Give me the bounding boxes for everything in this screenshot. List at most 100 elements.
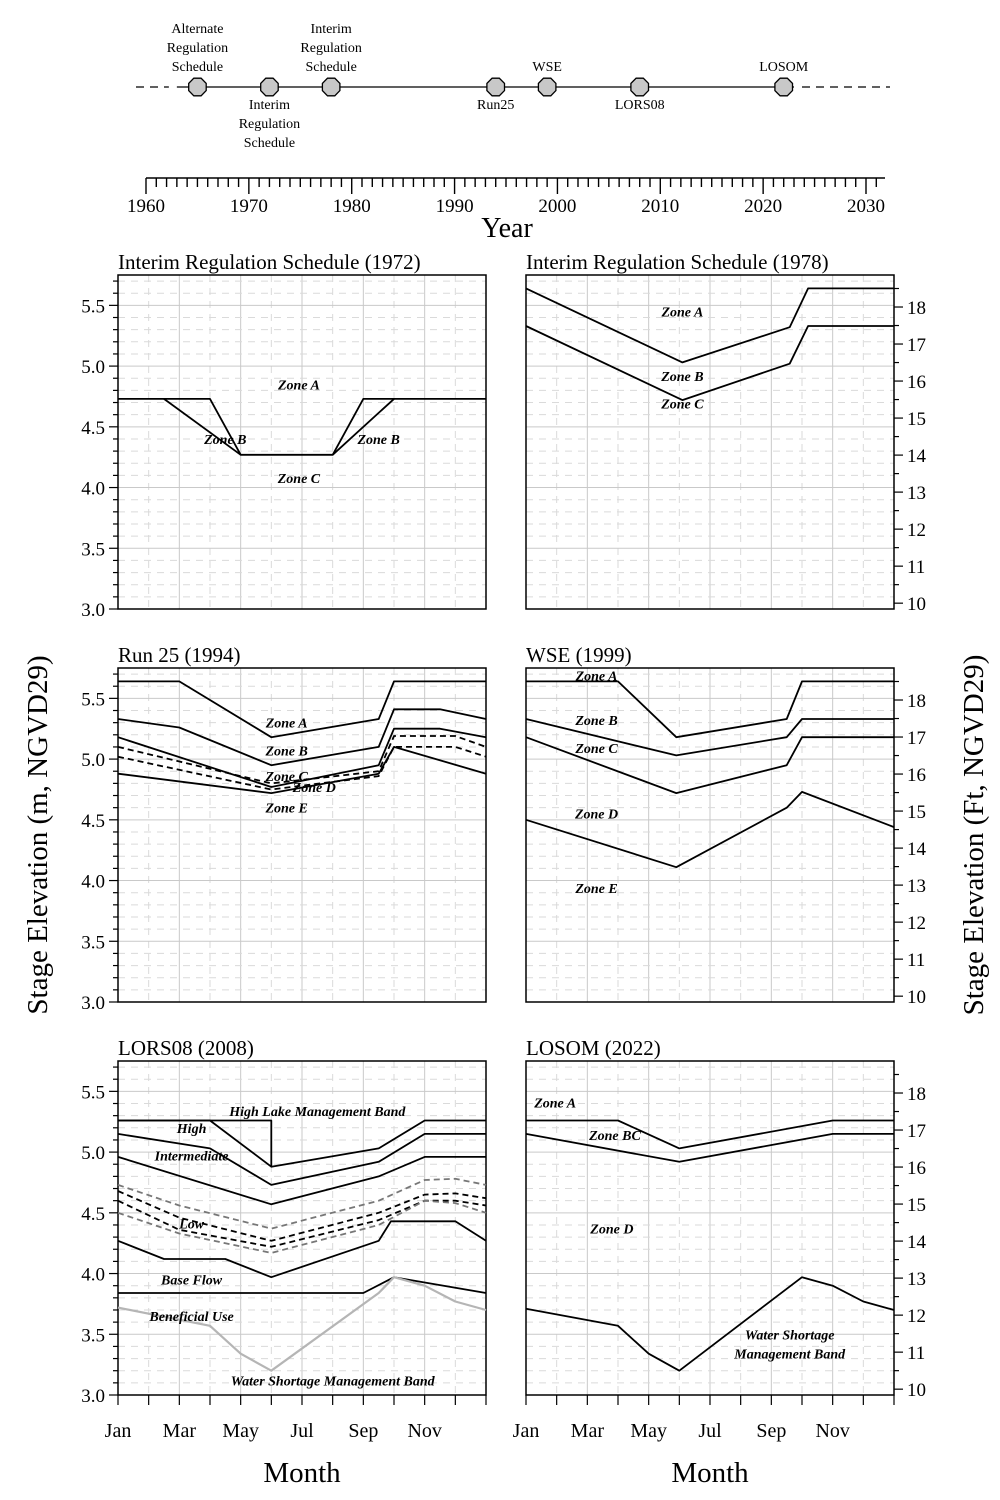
timeline-marker — [486, 77, 506, 97]
tick-label-m: 5.0 — [81, 750, 105, 771]
series-line — [117, 708, 487, 767]
timeline-tick-label: 1980 — [333, 196, 371, 217]
timeline-event-label: Regulation — [300, 41, 361, 56]
panel-title: LORS08 (2008) — [118, 1036, 254, 1060]
zone-label: Zone BC — [588, 1129, 641, 1144]
panel: Interim Regulation Schedule (1978) 10 11 12… — [525, 250, 927, 615]
zone-label: Zone D — [292, 781, 336, 796]
timeline-event-label: LORS08 — [615, 98, 665, 113]
tick-label-m: 5.5 — [81, 689, 105, 710]
tick-label-ft: 10 — [907, 1380, 926, 1401]
tick-label-ft: 15 — [907, 802, 926, 823]
tick-label-ft: 18 — [907, 691, 926, 712]
series-line — [117, 1190, 487, 1242]
tick-label-ft: 11 — [907, 950, 925, 971]
tick-label-m: 5.5 — [81, 296, 105, 317]
zone-label: Intermediate — [154, 1150, 229, 1165]
tick-label-ft: 12 — [907, 913, 926, 934]
timeline: Alternate Regulation Schedule Interim Regula… — [127, 22, 890, 217]
panel-title: Interim Regulation Schedule (1978) — [526, 250, 829, 274]
tick-label-month: May — [630, 1420, 667, 1442]
zone-label: Zone C — [264, 770, 308, 785]
panel: Run 25 (1994) 3.0 3.5 4.0 4.5 5.0 5.5 Zone A Zon… — [81, 643, 487, 1014]
tick-label-m: 4.5 — [81, 1204, 105, 1225]
tick-label-m: 5.0 — [81, 357, 105, 378]
zone-label: Water Shortage Management Band — [231, 1374, 436, 1389]
panel: WSE (1999) 10 11 12 13 14 15 16 17 18 Zone A Zone B… — [525, 643, 927, 1008]
timeline-event-label: Schedule — [305, 60, 356, 75]
timeline-event-label: Run25 — [477, 98, 514, 113]
panel-title: WSE (1999) — [526, 643, 632, 667]
tick-label-ft: 16 — [907, 372, 926, 393]
timeline-event-label: Regulation — [239, 117, 300, 132]
tick-label-month: Nov — [815, 1420, 849, 1442]
tick-label-ft: 11 — [907, 557, 925, 578]
series-line — [526, 680, 894, 739]
tick-label-ft: 17 — [907, 728, 926, 749]
ylabel-right: Stage Elevation (Ft, NGVD29) — [958, 655, 990, 1016]
tick-label-month: Sep — [348, 1420, 378, 1442]
zone-label: Zone E — [574, 882, 617, 897]
zone-label: Zone B — [574, 714, 617, 729]
timeline-marker — [537, 77, 557, 97]
tick-label-ft: 10 — [907, 987, 926, 1008]
zone-label: Zone C — [574, 742, 618, 757]
series-line — [525, 1133, 894, 1163]
timeline-marker — [774, 77, 794, 97]
tick-label-ft: 15 — [907, 1195, 926, 1216]
timeline-xlabel: Year — [481, 213, 533, 244]
series-line — [117, 1220, 487, 1279]
series-line — [332, 398, 395, 456]
zone-label: High Lake Management Band — [228, 1105, 406, 1120]
tick-label-month: May — [222, 1420, 259, 1442]
series-line — [117, 1199, 487, 1254]
panel-frame — [117, 274, 487, 610]
tick-label-m: 3.0 — [81, 1386, 105, 1407]
zone-label: Zone C — [277, 472, 321, 487]
zone-label: High — [176, 1122, 207, 1137]
zone-label: Zone A — [277, 378, 320, 393]
series-line — [117, 1199, 487, 1248]
tick-label-month: Nov — [407, 1420, 441, 1442]
panel-frame — [117, 667, 487, 1003]
timeline-marker — [321, 77, 341, 97]
timeline-event-label: Schedule — [244, 136, 295, 151]
tick-label-ft: 17 — [907, 1121, 926, 1142]
series-line — [118, 680, 486, 739]
series-line — [118, 1119, 272, 1168]
zone-label: Zone C — [660, 398, 704, 413]
xlabel-month-right: Month — [671, 1457, 749, 1489]
series-line — [117, 1276, 487, 1372]
series-line — [525, 1276, 895, 1372]
series-line — [525, 325, 894, 402]
tick-label-m: 3.0 — [81, 993, 105, 1014]
panel: LORS08 (2008) 3.0 3.5 4.0 4.5 5.0 5.5 Jan Mar May… — [81, 1036, 487, 1442]
timeline-event-label: Regulation — [167, 41, 228, 56]
tick-label-ft: 18 — [907, 1084, 926, 1105]
panel-title: Interim Regulation Schedule (1972) — [118, 250, 421, 274]
series-line — [118, 1119, 486, 1168]
zone-label: Zone B — [264, 745, 307, 760]
series-line — [118, 397, 486, 456]
tick-label-month: Sep — [756, 1420, 786, 1442]
ylabel-left: Stage Elevation (m, NGVD29) — [22, 655, 54, 1014]
series-line — [117, 727, 487, 788]
panels: Interim Regulation Schedule (1972) 3.0 3.5… — [81, 250, 926, 1442]
timeline-event-label: Interim — [249, 98, 290, 113]
tick-label-ft: 14 — [907, 1232, 927, 1253]
zone-label: Zone A — [660, 305, 703, 320]
zone-label: Zone D — [589, 1223, 633, 1238]
timeline-marker — [260, 77, 279, 97]
tick-label-m: 3.5 — [81, 539, 105, 560]
tick-label-ft: 16 — [907, 765, 926, 786]
panel-title: LOSOM (2022) — [526, 1036, 661, 1060]
timeline-tick-label: 2000 — [538, 196, 576, 217]
panel: LOSOM (2022) 10 11 12 13 14 15 16 17 18 Jan Mar May J… — [513, 1036, 927, 1442]
panel-title: Run 25 (1994) — [118, 643, 241, 667]
tick-label-ft: 11 — [907, 1343, 925, 1364]
timeline-marker — [188, 77, 207, 97]
tick-label-month: Mar — [163, 1420, 197, 1442]
tick-label-month: Jan — [105, 1420, 132, 1442]
series-line — [163, 398, 242, 456]
